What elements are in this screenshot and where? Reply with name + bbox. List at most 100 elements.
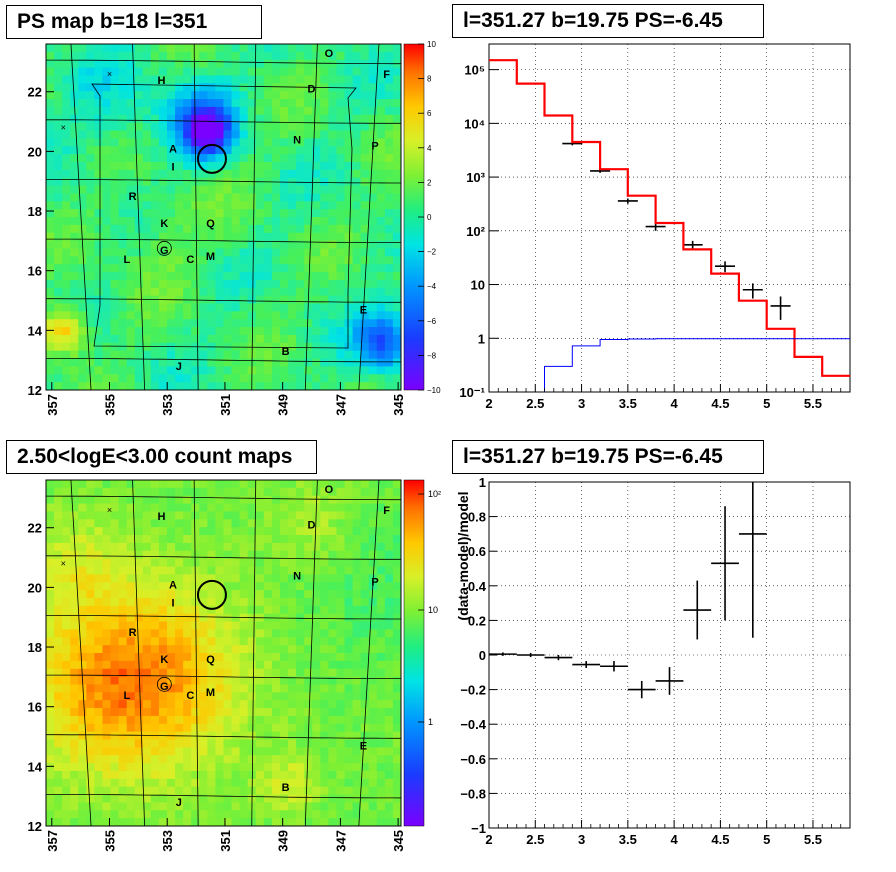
heatmap-cell: [344, 51, 354, 61]
heatmap-cell: [78, 342, 87, 352]
y-tick-label: 12: [28, 819, 42, 834]
heatmap-cell: [167, 311, 176, 320]
heatmap-cell: [320, 240, 329, 250]
heatmap-cell: [46, 527, 55, 536]
heatmap-cell: [86, 511, 96, 520]
heatmap-cell: [142, 366, 152, 375]
heatmap-cell: [255, 193, 265, 202]
heatmap-cell: [296, 106, 305, 116]
heatmap-cell: [360, 511, 370, 520]
heatmap-cell: [384, 272, 394, 281]
heatmap-cell: [62, 342, 71, 352]
heatmap-cell: [312, 605, 321, 615]
heatmap-cell: [110, 161, 120, 171]
heatmap-cell: [247, 122, 257, 132]
heatmap-cell: [126, 256, 136, 265]
heatmap-cell: [231, 44, 241, 53]
heatmap-cell: [344, 708, 354, 717]
heatmap-cell: [263, 487, 273, 497]
heatmap-cell: [263, 169, 273, 179]
heatmap-cell: [142, 106, 152, 116]
heatmap-cell: [78, 582, 87, 591]
heatmap-cell: [142, 240, 152, 250]
heatmap-cell: [368, 542, 378, 552]
heatmap-cell: [336, 684, 346, 693]
heatmap-cell: [62, 527, 71, 536]
heatmap-cell: [231, 660, 241, 670]
heatmap-cell: [336, 311, 346, 320]
ps-map-markers: ××: [61, 69, 227, 256]
heatmap-cell: [175, 44, 184, 53]
heatmap-cell: [304, 311, 313, 320]
heatmap-cell: [239, 287, 249, 297]
heatmap-cell: [288, 114, 297, 124]
heatmap-cell: [183, 487, 192, 497]
heatmap-cell: [102, 311, 112, 320]
heatmap-cell: [360, 154, 370, 163]
heatmap-cell: [54, 193, 63, 202]
heatmap-cell: [239, 558, 249, 568]
heatmap-cell: [150, 59, 160, 69]
heatmap-cell: [70, 715, 79, 725]
heatmap-cell: [54, 350, 63, 360]
heatmap-cell: [304, 327, 313, 336]
heatmap-cell: [94, 382, 104, 390]
heatmap-cell: [288, 810, 297, 819]
heatmap-cell: [223, 224, 233, 234]
heatmap-cell: [360, 747, 370, 756]
heatmap-cell: [231, 778, 241, 788]
x-tick-label: 5.5: [804, 396, 822, 411]
heatmap-cell: [368, 558, 378, 568]
heatmap-cell: [223, 303, 233, 312]
heatmap-cell: [231, 645, 241, 654]
heatmap-cell: [344, 374, 354, 383]
heatmap-cell: [70, 755, 79, 764]
heatmap-cell: [304, 75, 313, 84]
heatmap-cell: [223, 480, 233, 489]
heatmap-cell: [255, 185, 265, 195]
heatmap-cell: [271, 684, 281, 693]
heatmap-cell: [336, 209, 346, 218]
heatmap-cell: [215, 755, 225, 764]
heatmap-cell: [46, 637, 55, 646]
heatmap-cell: [62, 114, 71, 124]
heatmap-cell: [312, 319, 321, 328]
heatmap-cell: [239, 185, 249, 195]
heatmap-cell: [199, 692, 208, 701]
heatmap-cell: [150, 637, 160, 646]
heatmap-cell: [392, 590, 401, 599]
heatmap-cell: [271, 535, 281, 544]
heatmap-cell: [62, 295, 71, 305]
heatmap-cell: [167, 75, 176, 84]
heatmap-cell: [263, 684, 273, 693]
heatmap-cell: [392, 342, 401, 352]
heatmap-cell: [376, 708, 386, 717]
heatmap-cell: [255, 374, 265, 383]
heatmap-cell: [94, 747, 104, 756]
heatmap-cell: [126, 660, 136, 670]
heatmap-cell: [384, 114, 394, 124]
heatmap-cell: [344, 311, 354, 320]
heatmap-cell: [54, 264, 63, 273]
heatmap-cell: [352, 637, 362, 646]
heatmap-cell: [134, 629, 144, 638]
heatmap-cell: [126, 264, 136, 273]
heatmap-cell: [279, 574, 289, 583]
heatmap-cell: [247, 327, 257, 336]
heatmap-cell: [158, 177, 168, 187]
heatmap-cell: [102, 154, 112, 163]
heatmap-cell: [126, 279, 136, 289]
heatmap-cell: [384, 366, 394, 375]
heatmap-cell: [255, 542, 265, 552]
heatmap-cell: [296, 708, 305, 717]
heatmap-cell: [344, 818, 354, 826]
heatmap-cell: [247, 527, 257, 536]
heatmap-cell: [167, 802, 176, 811]
heatmap-cell: [352, 770, 362, 780]
heatmap-cell: [263, 653, 273, 662]
heatmap-cell: [312, 723, 321, 733]
heatmap-cell: [110, 279, 120, 289]
heatmap-cell: [54, 83, 63, 92]
heatmap-cell: [392, 130, 401, 139]
heatmap-cell: [392, 794, 401, 804]
